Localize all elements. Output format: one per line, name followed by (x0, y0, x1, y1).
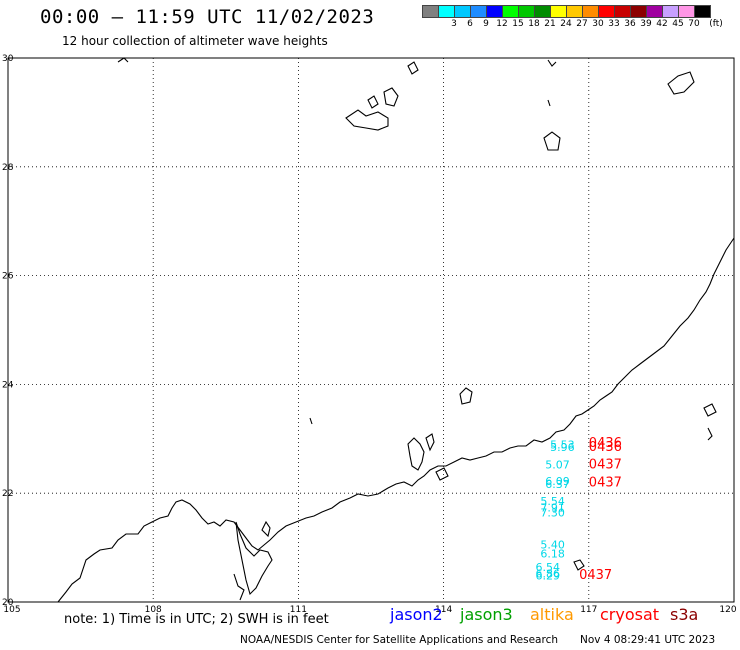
legend-label: 18 (528, 19, 540, 29)
lon-tick-label: 108 (145, 605, 162, 615)
lat-tick-label: 26 (2, 272, 14, 282)
legend-label: 12 (496, 19, 508, 29)
map-frame (7, 57, 735, 603)
grid-lines (7, 57, 735, 603)
satellite-jason3: jason3 (460, 605, 513, 624)
lat-tick-label: 24 (2, 380, 14, 390)
wave-height-value: 5.54 (540, 495, 565, 508)
pass-time-label: 0437 (589, 458, 622, 473)
wave-height-value: 6.09 (545, 475, 570, 488)
axis-tick-labels: 105 108 111 114 117 120 20 22 24 26 28 30 (2, 54, 737, 615)
legend-swatches (422, 5, 740, 18)
legend-label: 15 (512, 19, 524, 29)
wave-height-value: 6.18 (540, 547, 565, 560)
legend-label: 39 (640, 19, 652, 29)
lon-tick-label: 114 (435, 605, 452, 615)
satellite-jason2: jason2 (390, 605, 443, 624)
pass-time-label: 0437 (589, 476, 622, 491)
wave-height-value: 5.40 (540, 539, 565, 552)
wave-height-value: 5.53 (550, 439, 575, 452)
legend-label: 30 (592, 19, 604, 29)
legend-label: 27 (576, 19, 588, 29)
units-note: note: 1) Time is in UTC; 2) SWH is in fe… (64, 612, 329, 627)
legend-label: 21 (544, 19, 556, 29)
legend-label: 36 (624, 19, 636, 29)
coastline (57, 57, 735, 603)
generated-timestamp: Nov 4 08:29:41 UTC 2023 (580, 634, 716, 646)
satellite-cryosat: cryosat (600, 605, 660, 624)
legend-label: 42 (656, 19, 668, 29)
map-subtitle: 12 hour collection of altimeter wave hei… (62, 34, 328, 48)
wave-height-value: 5.96 (550, 441, 575, 454)
lon-tick-label: 105 (3, 605, 20, 615)
wave-height-value: 6.29 (536, 570, 561, 583)
wave-height-value: 6.86 (536, 568, 561, 581)
satellite-s3a: s3a (670, 605, 699, 624)
legend-label: 45 (672, 19, 684, 29)
wave-height-value: 7.30 (540, 507, 565, 520)
map-title: 00:00 – 11:59 UTC 11/02/2023 (40, 6, 375, 28)
wave-height-value: 6.37 (545, 478, 570, 491)
wave-height-value: 5.07 (545, 459, 570, 472)
pass-time-label: 0436 (589, 440, 622, 455)
legend-label: 24 (560, 19, 572, 29)
lat-tick-label: 22 (2, 489, 13, 499)
lon-tick-label: 117 (580, 605, 597, 615)
satellite-altika: altika (530, 605, 574, 624)
wave-height-observations: 5.535.96 5.07 6.096.37 5.547.917.30 5.406.18… (536, 439, 575, 583)
pass-time-label: 0437 (579, 568, 612, 583)
lon-tick-label: 120 (719, 605, 736, 615)
legend-labels: 3 6 9 12 15 18 21 24 27 30 33 36 39 42 45 70 (ft) (422, 19, 740, 31)
lon-tick-label: 111 (290, 605, 307, 615)
legend-unit: (ft) (709, 19, 723, 29)
legend-swatch (694, 5, 711, 18)
wave-height-legend: 3 6 9 12 15 18 21 24 27 30 33 36 39 42 45 70 (ft) (422, 5, 740, 31)
credit-text: NOAA/NESDIS Center for Satellite Applica… (240, 634, 558, 646)
legend-label: 6 (467, 19, 473, 29)
lat-tick-label: 28 (2, 163, 14, 173)
wave-height-value: 6.54 (536, 561, 561, 574)
legend-label: 70 (688, 19, 700, 29)
lat-tick-label: 20 (2, 598, 14, 608)
lat-tick-label: 30 (2, 54, 14, 64)
legend-label: 9 (483, 19, 489, 29)
legend-label: 33 (608, 19, 620, 29)
pass-time-label: 0436 (589, 436, 622, 451)
wave-height-value: 7.91 (540, 502, 565, 515)
legend-label: 3 (451, 19, 457, 29)
